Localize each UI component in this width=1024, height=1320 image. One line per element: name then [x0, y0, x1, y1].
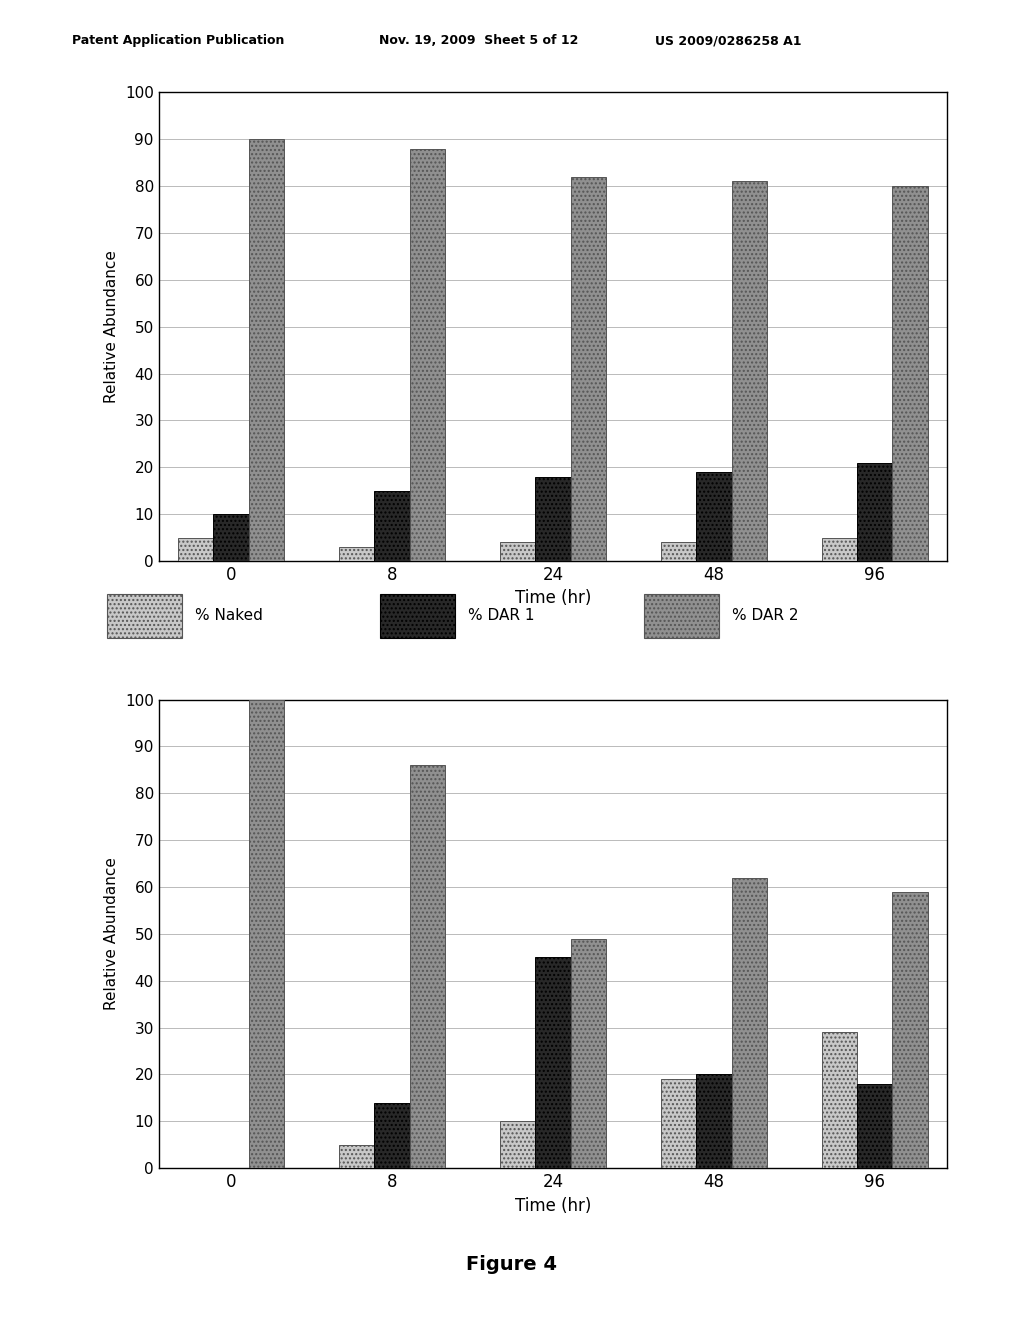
Bar [660, 1080, 696, 1168]
Bar [536, 957, 570, 1168]
Bar [821, 1032, 857, 1168]
Bar [536, 477, 570, 561]
Bar [821, 537, 857, 561]
Bar [893, 186, 928, 561]
Text: Patent Application Publication: Patent Application Publication [72, 34, 284, 48]
Bar [893, 892, 928, 1168]
Bar [410, 766, 445, 1168]
Bar [339, 546, 375, 561]
Bar [500, 1121, 536, 1168]
Bar [570, 939, 606, 1168]
Bar [375, 491, 410, 561]
Bar [570, 177, 606, 561]
Y-axis label: Relative Abundance: Relative Abundance [104, 251, 120, 403]
Bar [696, 1074, 731, 1168]
Bar [857, 1084, 893, 1168]
Bar [644, 594, 719, 638]
Bar [213, 515, 249, 561]
X-axis label: Time (hr): Time (hr) [515, 590, 591, 607]
Bar [410, 149, 445, 561]
Bar [249, 700, 285, 1168]
Bar [339, 1144, 375, 1168]
Bar [857, 462, 893, 561]
Text: Figure 4: Figure 4 [467, 1255, 557, 1274]
Bar [380, 594, 455, 638]
Bar [500, 543, 536, 561]
Bar [178, 537, 213, 561]
Bar [731, 181, 767, 561]
Text: % Naked: % Naked [195, 609, 263, 623]
Text: % DAR 2: % DAR 2 [732, 609, 799, 623]
Bar [375, 1102, 410, 1168]
Y-axis label: Relative Abundance: Relative Abundance [104, 858, 120, 1010]
Bar [249, 140, 285, 561]
Bar [731, 878, 767, 1168]
Text: US 2009/0286258 A1: US 2009/0286258 A1 [655, 34, 802, 48]
Text: % DAR 1: % DAR 1 [468, 609, 535, 623]
Bar [696, 473, 731, 561]
X-axis label: Time (hr): Time (hr) [515, 1197, 591, 1214]
Bar [660, 543, 696, 561]
Bar [106, 594, 182, 638]
Text: Nov. 19, 2009  Sheet 5 of 12: Nov. 19, 2009 Sheet 5 of 12 [379, 34, 579, 48]
